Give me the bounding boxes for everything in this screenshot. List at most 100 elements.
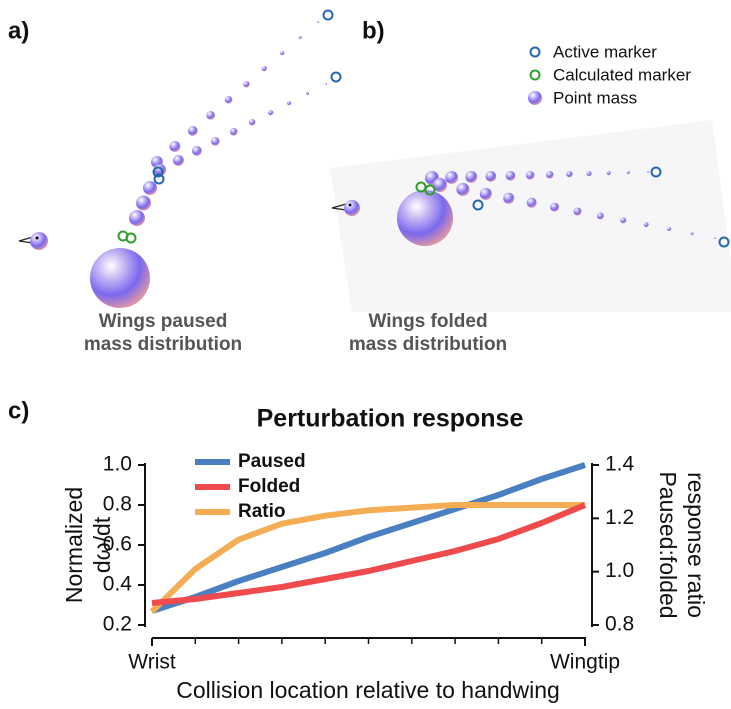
- y-tick-label: 0.4: [103, 573, 133, 596]
- point-mass: [503, 192, 515, 204]
- point-mass: [647, 171, 649, 173]
- point-mass: [690, 232, 694, 236]
- y2-tick-label: 1.2: [605, 506, 634, 529]
- point-mass: [667, 227, 672, 232]
- point-mass: [173, 155, 184, 166]
- calculated-marker: [424, 184, 436, 196]
- calculated-marker: [125, 232, 137, 244]
- active-marker: [322, 9, 334, 21]
- point-mass: [485, 171, 497, 182]
- y-axis-label: Normalized: [61, 487, 87, 603]
- y-axis-label: dω/dt: [89, 516, 115, 573]
- series-line: [151, 502, 587, 606]
- point-mass: [261, 66, 268, 72]
- point-mass: [456, 182, 470, 196]
- series-line: [151, 462, 586, 614]
- legend-active-marker: [529, 46, 541, 58]
- point-mass: [192, 146, 202, 156]
- point-mass: [230, 127, 238, 136]
- y-tick-label: 0.6: [103, 533, 132, 556]
- point-mass: [298, 36, 302, 40]
- caption: Wings folded: [368, 311, 487, 332]
- point-mass: [596, 212, 604, 220]
- point-mass: [306, 92, 310, 96]
- point-mass: [643, 222, 649, 228]
- point-mass: [433, 178, 447, 192]
- legend-label: Active marker: [553, 42, 657, 61]
- point-mass: [714, 237, 716, 239]
- point-mass: [606, 171, 611, 176]
- legend-label: Ratio: [238, 501, 286, 522]
- point-mass: [187, 126, 198, 136]
- y2-tick-label: 1.4: [605, 453, 635, 476]
- series-line: [149, 502, 585, 614]
- y2-axis-label: response ratio: [683, 472, 709, 618]
- point-mass: [445, 171, 459, 184]
- chart-title: Perturbation response: [257, 405, 524, 433]
- point-mass: [129, 210, 145, 226]
- point-mass: [573, 207, 582, 216]
- panel-label: c): [8, 397, 29, 424]
- point-mass: [287, 101, 292, 106]
- caption: Wings paused: [99, 311, 228, 332]
- active-marker: [152, 166, 164, 178]
- point-mass: [586, 171, 592, 177]
- mass-diagram: [18, 9, 730, 308]
- point-mass: [325, 83, 327, 85]
- y-tick-label: 0.2: [103, 613, 132, 636]
- legend-label: Paused: [238, 451, 306, 472]
- point-mass: [280, 51, 285, 56]
- legend-point-mass: [528, 91, 542, 105]
- point-mass: [90, 248, 150, 308]
- eye: [35, 236, 39, 240]
- point-mass: [143, 181, 157, 195]
- point-mass: [30, 232, 48, 250]
- point-mass: [550, 202, 560, 212]
- active-marker: [330, 71, 342, 83]
- point-mass: [620, 217, 627, 224]
- active-marker: [650, 166, 662, 178]
- x-tick-label: Wrist: [128, 651, 176, 674]
- x-tick-label: Wingtip: [550, 651, 620, 674]
- point-mass: [206, 111, 216, 120]
- point-mass: [317, 21, 319, 23]
- active-marker: [718, 236, 730, 248]
- beak: [331, 203, 347, 211]
- active-marker: [472, 199, 484, 211]
- panel-label: a): [8, 17, 29, 44]
- x-axis-label: Collision location relative to handwing: [176, 677, 560, 703]
- panel-label: b): [362, 17, 385, 44]
- panel-b-backdrop: [330, 120, 731, 312]
- caption: mass distribution: [84, 334, 242, 355]
- legend-label: Point mass: [553, 88, 637, 107]
- legend-label: Calculated marker: [553, 65, 691, 84]
- y2-axis-label: Paused:folded: [655, 471, 681, 618]
- point-mass: [243, 81, 250, 88]
- plot: 0.2 0.4 0.6 0.8 1.0 0.8 1.0 1.2 1.4 Wrist Wingtip P…: [103, 451, 635, 674]
- y2-tick-label: 1.0: [605, 559, 634, 582]
- point-mass: [546, 171, 554, 179]
- point-mass: [249, 119, 256, 126]
- point-mass: [344, 200, 360, 216]
- point-mass: [169, 141, 181, 152]
- point-mass: [566, 171, 573, 178]
- point-mass: [526, 197, 537, 208]
- point-mass: [626, 171, 630, 175]
- point-mass: [479, 187, 492, 200]
- point-mass: [224, 96, 233, 104]
- point-mass: [136, 195, 151, 211]
- legend-calculated-marker: [529, 69, 541, 81]
- y2-tick-label: 0.8: [605, 613, 634, 636]
- beak: [18, 236, 34, 244]
- point-mass: [525, 171, 535, 180]
- point-mass: [465, 171, 478, 183]
- eye: [348, 203, 352, 207]
- caption: mass distribution: [349, 334, 507, 355]
- point-mass: [397, 190, 453, 246]
- y-tick-label: 1.0: [103, 453, 132, 476]
- point-mass: [505, 171, 516, 181]
- legend-label: Folded: [238, 476, 300, 497]
- point-mass: [211, 137, 220, 146]
- y-tick-label: 0.8: [103, 493, 132, 516]
